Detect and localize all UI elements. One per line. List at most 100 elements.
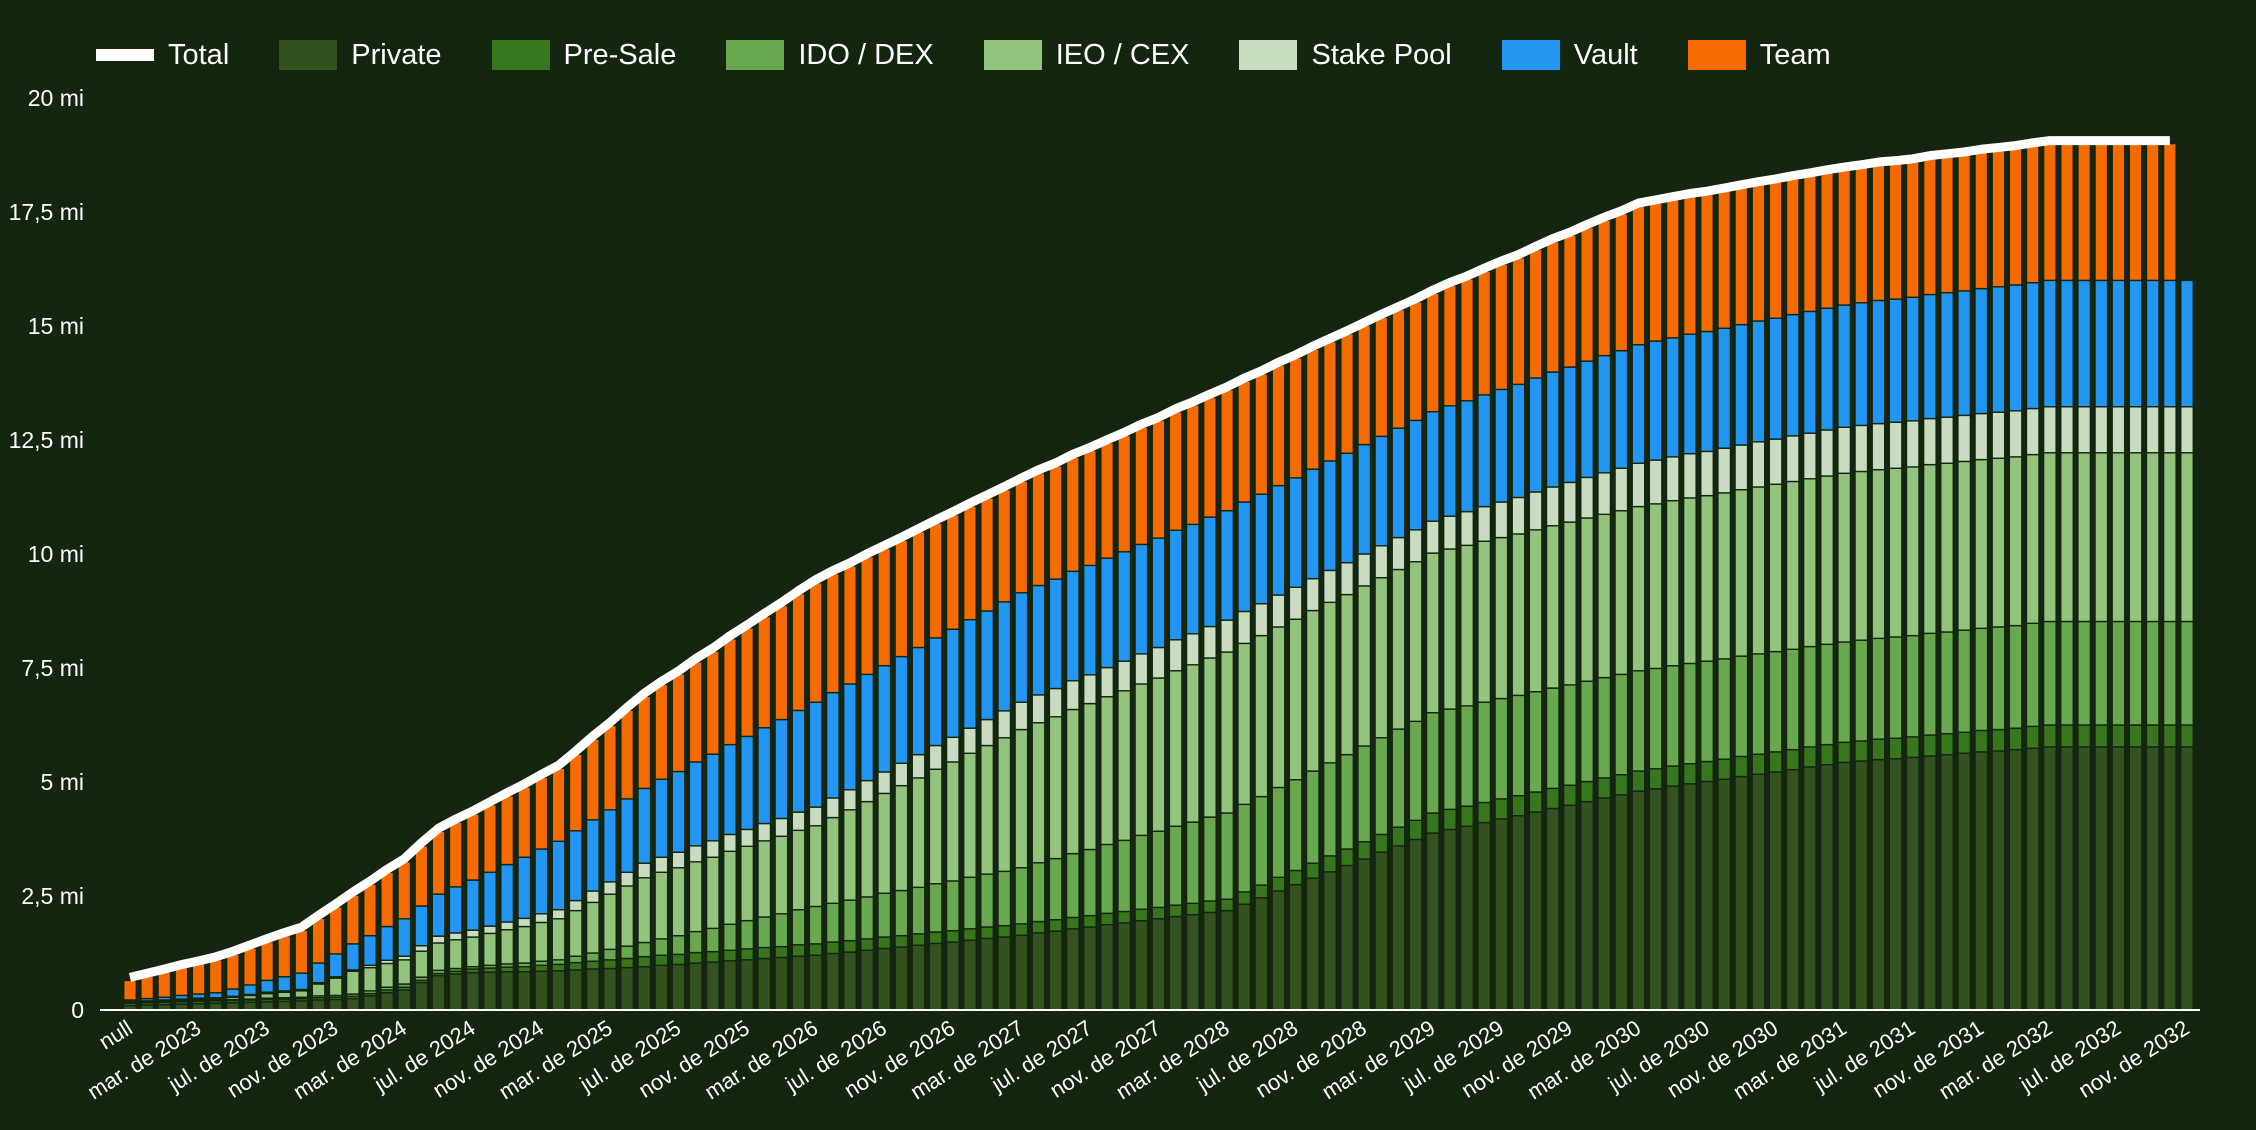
bar-segment-private [1134,919,1149,1011]
legend-item-ieo-cex[interactable]: IEO / CEX [983,39,1189,72]
bar-segment-private [1185,913,1200,1011]
bar-segment-stake-pool [2180,406,2194,454]
bar-segment-ieo-cex [637,877,652,944]
bar-segment-pre-sale [2128,724,2143,748]
bar-segment-pre-sale [1220,898,1235,912]
bar-segment-team [1700,193,1714,333]
bar-segment-vault [2180,279,2194,408]
bar-segment-pre-sale [585,960,600,970]
bar-segment-private [380,991,395,1011]
bar-segment-ieo-cex [825,816,840,904]
bar-segment-pre-sale [1648,768,1663,790]
bar-segment-ieo-cex [911,777,926,889]
bar-segment-ieo-cex [2180,452,2194,623]
bar-segment-team [1648,202,1663,342]
bar-segment-pre-sale [1477,801,1492,824]
bar-segment-pre-sale [1751,753,1766,775]
bar-segment-private [620,966,635,1011]
bar-segment-ido-dex [1768,650,1783,753]
bar-segment-private [705,961,720,1011]
bar-segment-vault [928,637,943,747]
bar-segment-pre-sale [2025,725,2040,749]
bar-segment-ieo-cex [397,959,412,985]
bar-segment-vault [1734,323,1749,446]
bar-segment-team [1134,426,1149,546]
bar-segment-vault [1682,333,1697,455]
bar-segment-private [1100,924,1115,1011]
bar-segment-pre-sale [637,955,652,968]
bar-segment-ieo-cex [1768,483,1783,653]
bar-segment-private [603,967,617,1011]
bar-segment-ieo-cex [1271,626,1286,789]
bar-segment-ido-dex [1700,660,1714,763]
bar-segment-team [1065,456,1080,573]
bar-segment-stake-pool [1905,420,1920,468]
bar-segment-vault [465,879,480,931]
bar-segment-pre-sale [1991,728,2006,752]
bar-segment-ieo-cex [1871,468,1886,640]
legend-item-team[interactable]: Team [1687,38,1831,72]
bar-segment-private [1374,851,1389,1011]
bar-segment-ieo-cex [431,942,446,972]
bar-segment-team [191,963,206,995]
bar-segment-ieo-cex [1802,478,1817,648]
bar-segment-pre-sale [1820,743,1834,766]
bar-segment-ieo-cex [2145,452,2160,623]
bar-segment-ido-dex [1974,627,1989,732]
bar-segment-pre-sale [2145,724,2160,748]
bar-segment-ido-dex [1168,825,1183,906]
bar-segment-ido-dex [962,876,977,930]
bar-segment-ido-dex [1408,720,1423,822]
bar-segment-vault [225,988,240,998]
bar-segment-team [1117,434,1132,553]
bar-segment-vault [1048,578,1063,690]
bar-segment-private [1631,790,1646,1011]
bar-segment-team [654,683,669,780]
bar-segment-ieo-cex [860,800,875,898]
ieo-cex-swatch-icon [983,40,1042,70]
legend-item-pre-sale[interactable]: Pre-Sale [491,39,676,72]
bar-segment-ido-dex [688,930,703,954]
bar-segment-team [1494,263,1509,391]
bar-segment-ieo-cex [877,792,892,894]
legend-item-ido-dex[interactable]: IDO / DEX [726,39,934,72]
bar-segment-vault [894,655,909,765]
bar-segment-pre-sale [1082,914,1097,928]
legend-label: Team [1759,38,1831,71]
legend-item-total[interactable]: Total [96,39,229,72]
total-line-swatch-icon [96,49,154,61]
bar-segment-stake-pool [1425,520,1440,554]
bar-segment-ido-dex [1442,708,1457,811]
bar-segment-ieo-cex [1305,609,1320,772]
bar-segment-pre-sale [1460,805,1475,827]
y-tick-label: 7,5 mi [21,655,84,681]
bar-segment-private [1391,845,1406,1011]
bar-segment-vault [723,743,737,836]
bar-segment-team [825,572,840,694]
bar-segment-ieo-cex [1065,708,1080,855]
bar-segment-private [311,999,326,1011]
bar-segment-team [1580,226,1594,362]
bar-segment-private [1220,909,1235,1011]
bar-segment-team [1751,183,1766,322]
bar-segment-team [551,767,566,842]
legend-item-private[interactable]: Private [279,39,442,72]
bar-segment-ieo-cex [1580,517,1594,682]
bar-segment-private [551,970,566,1011]
legend-item-vault[interactable]: Vault [1501,39,1638,72]
bar-segment-pre-sale [980,926,995,940]
bar-segment-stake-pool [1408,529,1423,563]
bar-segment-ido-dex [1614,673,1629,776]
legend-item-stake-pool[interactable]: Stake Pool [1239,39,1452,72]
bar-segment-vault [1134,543,1149,655]
vault-swatch-icon [1501,40,1560,70]
bar-segment-vault [1597,354,1612,474]
bar-segment-stake-pool [1202,625,1217,659]
bar-segment-team [140,975,155,1000]
bar-segment-stake-pool [877,771,892,795]
bar-segment-ieo-cex [1854,470,1869,641]
bar-segment-vault [585,819,600,892]
bar-segment-vault [1288,477,1303,588]
bar-segment-stake-pool [585,890,600,904]
